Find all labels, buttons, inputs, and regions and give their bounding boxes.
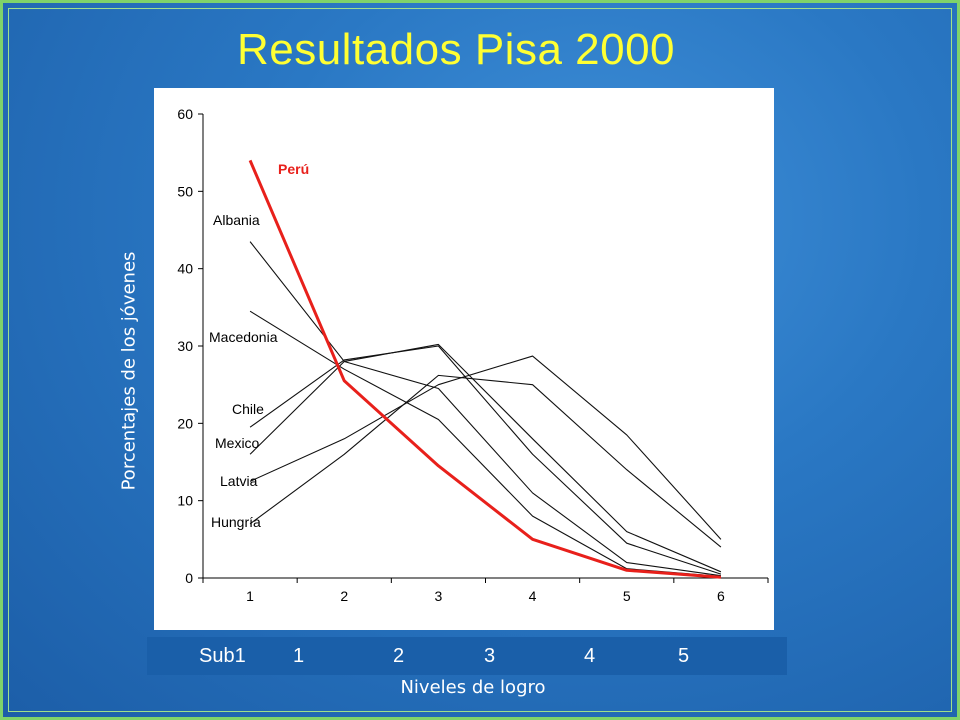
y-tick-label: 30 <box>177 338 193 354</box>
level-label-3: 3 <box>484 645 496 667</box>
level-label-5: 5 <box>678 645 690 667</box>
x-tick-label: 6 <box>717 588 725 604</box>
x-tick-label: 5 <box>623 588 631 604</box>
x-tick-label: 4 <box>529 588 537 604</box>
y-axis-title: Porcentajes de los jóvenes <box>118 251 140 491</box>
series-label-latvia: Latvia <box>220 473 258 489</box>
series-line-latvia <box>249 355 722 540</box>
level-label-1: 1 <box>293 645 305 667</box>
series-line-macedonia <box>249 310 721 578</box>
y-tick-label: 40 <box>177 261 193 277</box>
x-tick-label: 3 <box>435 588 443 604</box>
level-label-sub1: Sub1 <box>199 645 246 667</box>
y-tick-label: 50 <box>177 183 193 199</box>
plot-area: 0 10 20 30 40 50 60 1 2 3 4 5 6 Perú Albania Macedonia… <box>154 88 774 630</box>
series-line-mexico <box>249 343 722 573</box>
x-tick-label: 2 <box>340 588 348 604</box>
chart-title: Resultados Pisa 2000 <box>236 25 676 74</box>
series-label-macedonia: Macedonia <box>209 329 278 345</box>
y-tick-label: 0 <box>185 570 193 586</box>
level-label-4: 4 <box>584 645 596 667</box>
series-label-mexico: Mexico <box>215 435 260 451</box>
y-tick-label: 60 <box>177 106 193 122</box>
series-line-albania <box>249 241 721 577</box>
series-lines <box>248 159 722 579</box>
x-axis-title: Niveles de logro <box>400 677 546 698</box>
series-label-albania: Albania <box>213 212 260 228</box>
series-labels: Perú Albania Macedonia Chile Mexico Latvia Hun… <box>209 161 309 530</box>
series-label-perú: Perú <box>278 161 309 177</box>
series-label-hungría: Hungría <box>211 514 261 530</box>
series-label-chile: Chile <box>232 401 264 417</box>
level-label-2: 2 <box>393 645 405 667</box>
x-tick-label: 1 <box>246 588 254 604</box>
series-line-chile <box>249 345 722 575</box>
series-line-hungría <box>249 374 722 548</box>
y-tick-label: 10 <box>177 493 193 509</box>
level-band: Sub1 1 2 3 4 5 <box>147 637 787 675</box>
line-chart: 0 10 20 30 40 50 60 1 2 3 4 5 6 Perú Albania Macedonia… <box>177 106 769 604</box>
y-tick-label: 20 <box>177 415 193 431</box>
axes: 0 10 20 30 40 50 60 1 2 3 4 5 6 <box>177 106 769 604</box>
series-line-perú <box>248 159 722 579</box>
